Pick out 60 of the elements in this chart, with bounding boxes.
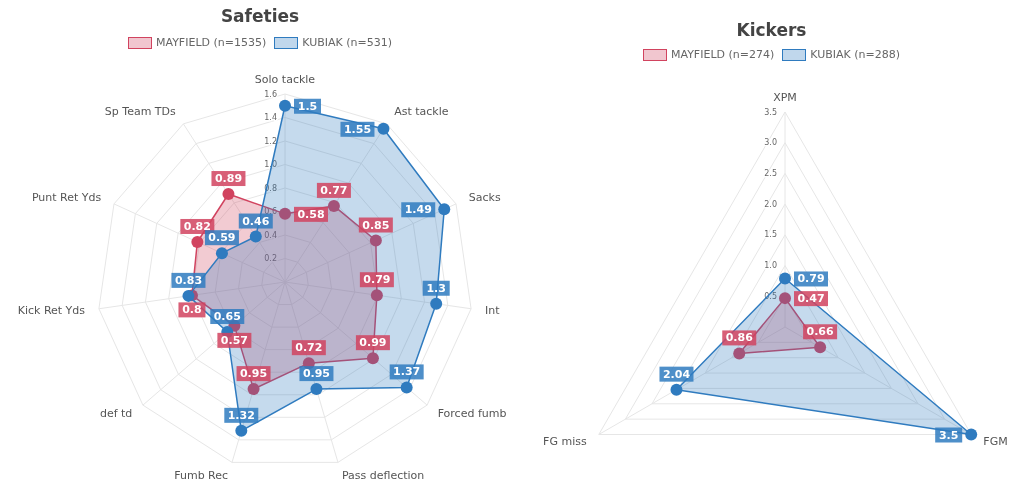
legend-label: KUBIAK (n=531) (302, 36, 393, 49)
data-label: 0.89 (214, 172, 243, 186)
spoke-label: XPM (773, 91, 797, 104)
spoke-label: Fumb Rec (174, 468, 229, 482)
spoke-label: Ast tackle (394, 105, 449, 119)
data-label: 0.77 (320, 183, 348, 197)
y-tick-label: 2.5 (764, 168, 777, 178)
spoke-label: Forced fumb (437, 407, 507, 421)
data-label: 0.66 (806, 325, 835, 339)
spoke-label: Solo tackle (254, 73, 316, 86)
y-tick-label: 0.2 (264, 254, 277, 263)
data-label: 0.72 (295, 341, 323, 355)
chart-title: Kickers (735, 20, 808, 40)
data-label: 1.37 (393, 365, 421, 379)
data-label: 1.55 (343, 122, 372, 136)
data-label: 0.79 (797, 272, 825, 286)
data-label: 1.5 (297, 99, 318, 113)
data-label: 0.95 (302, 367, 331, 381)
data-label: 0.58 (297, 207, 325, 221)
spoke-label: Sacks (468, 191, 501, 205)
data-label: 0.57 (220, 333, 248, 347)
data-label: 1.3 (426, 281, 446, 295)
data-label: 0.47 (797, 292, 825, 306)
data-label: 0.95 (239, 367, 268, 381)
data-label: 2.04 (662, 367, 691, 381)
legend-label: KUBIAK (n=288) (810, 48, 901, 61)
data-label: 0.46 (242, 214, 270, 228)
data-label: 0.79 (363, 273, 391, 287)
data-label: 0.83 (174, 273, 203, 287)
y-tick-label: 0.6 (264, 207, 277, 216)
y-tick-label: 3.0 (764, 138, 777, 148)
spoke-label: Pass deflection (341, 468, 425, 482)
data-label: 0.85 (362, 218, 390, 232)
spoke-label: def td (99, 407, 133, 421)
y-tick-label: 1.5 (764, 230, 777, 240)
data-label: 0.8 (182, 303, 202, 317)
legend-label: MAYFIELD (n=274) (670, 48, 775, 61)
y-tick-label: 0.4 (264, 230, 277, 240)
spoke-label: FGM (983, 434, 1008, 448)
y-tick-label: 1.0 (764, 261, 777, 271)
y-tick-label: 3.5 (764, 107, 777, 117)
spoke-label: Int (484, 303, 501, 317)
y-tick-label: 2.0 (764, 199, 777, 209)
spoke-label: FG miss (543, 434, 587, 448)
data-label: 0.99 (359, 336, 387, 350)
spoke-label: Kick Ret Yds (17, 303, 86, 317)
data-label: 1.49 (404, 203, 432, 217)
data-label: 1.32 (227, 408, 255, 422)
y-tick-label: 1.2 (264, 136, 277, 146)
y-tick-label: 1.6 (264, 89, 277, 99)
y-tick-label: 1.4 (264, 113, 277, 122)
data-label: 0.82 (183, 219, 211, 233)
data-label: 0.59 (208, 231, 236, 245)
spoke-label: Sp Team TDs (104, 105, 177, 119)
data-label: 3.5 (938, 428, 959, 442)
chart-title: Safeties (219, 6, 301, 26)
spoke-label: Punt Ret Yds (31, 191, 102, 205)
data-label: 0.86 (725, 331, 754, 345)
legend-label: MAYFIELD (n=1535) (155, 36, 267, 49)
data-label: 0.65 (213, 310, 241, 324)
